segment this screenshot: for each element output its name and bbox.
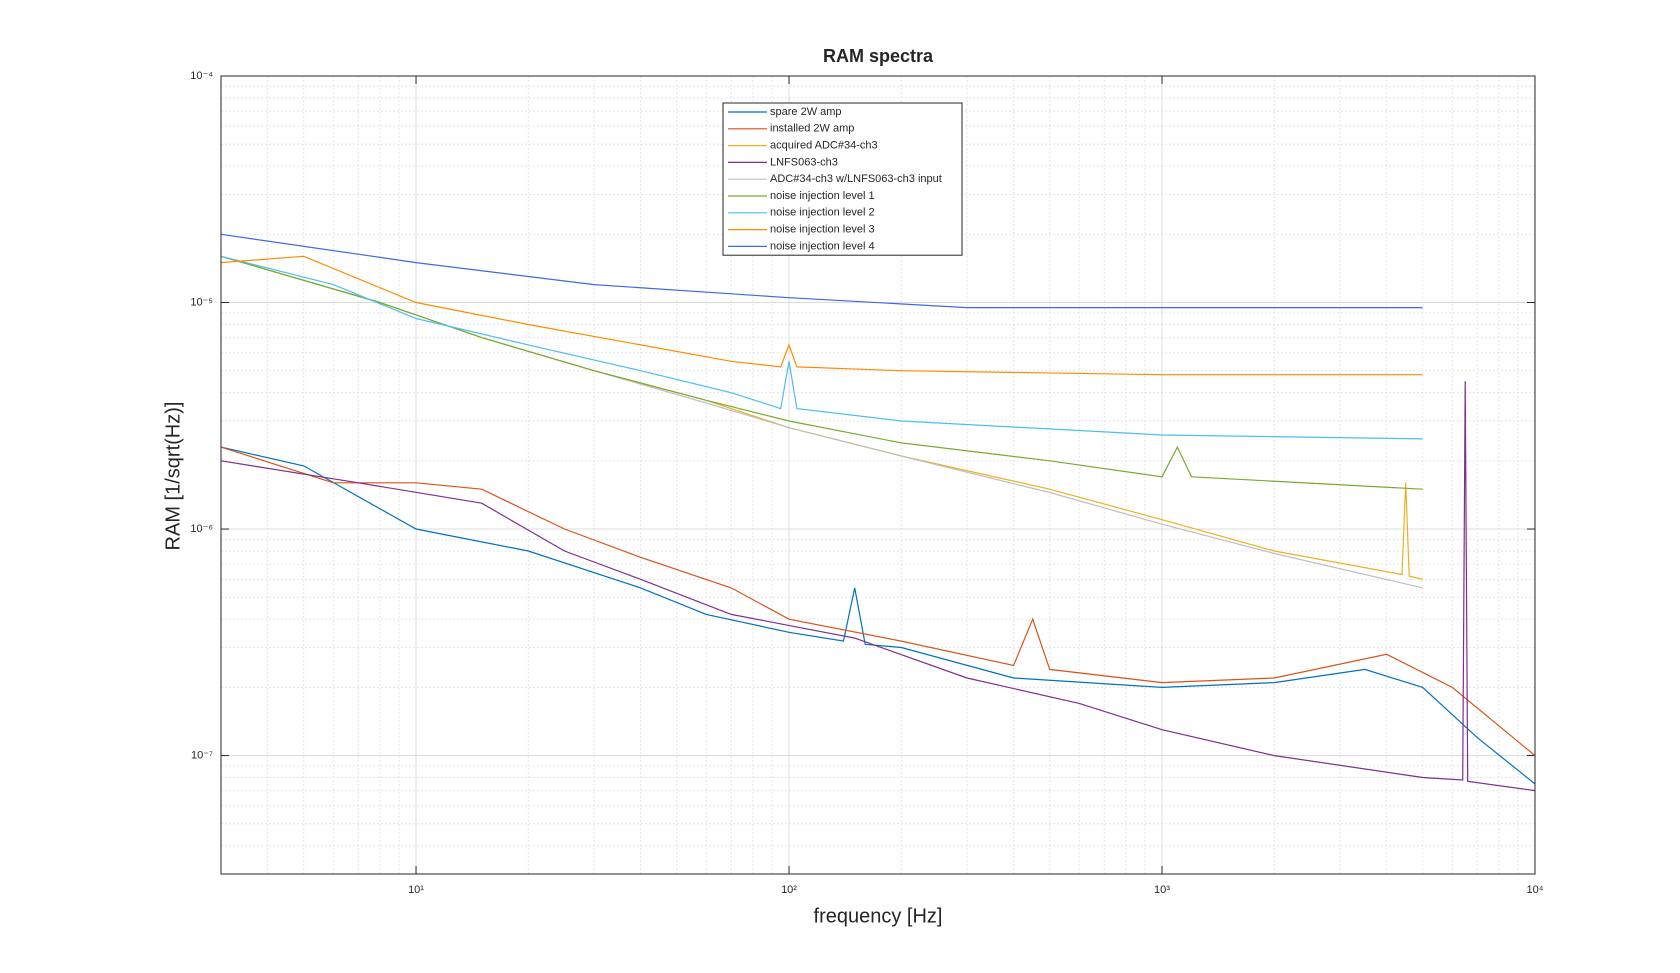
series-line xyxy=(220,381,1536,792)
y-tick-label: 10⁻⁵ xyxy=(190,296,213,308)
series-line xyxy=(220,255,1423,376)
series-line xyxy=(220,255,1423,440)
legend-label: noise injection level 4 xyxy=(770,240,875,252)
legend-label: noise injection level 3 xyxy=(770,224,875,236)
series-line xyxy=(220,255,1423,490)
y-tick-label: 10⁻⁷ xyxy=(191,749,213,761)
series-line xyxy=(220,233,1423,309)
legend-label: noise injection level 1 xyxy=(770,190,875,202)
legend-label: acquired ADC#34-ch3 xyxy=(770,140,878,152)
legend-label: LNFS063-ch3 xyxy=(770,156,838,168)
x-tick-label: 10² xyxy=(781,884,797,896)
plot-border xyxy=(220,75,1536,875)
y-tick-label: 10⁻⁶ xyxy=(190,523,213,535)
chart-title: RAM spectra xyxy=(823,46,934,66)
x-tick-label: 10¹ xyxy=(408,884,424,896)
legend-label: installed 2W amp xyxy=(770,123,854,135)
legend-label: noise injection level 2 xyxy=(770,207,875,219)
y-tick-label: 10⁻⁴ xyxy=(190,70,213,82)
series-line xyxy=(220,446,1536,785)
x-tick-label: 10⁴ xyxy=(1527,884,1544,896)
legend-label: spare 2W amp xyxy=(770,106,842,118)
series-line xyxy=(220,446,1536,757)
legend: spare 2W amp installed 2W amp acquired ADC… xyxy=(722,102,963,256)
x-axis-label: frequency [Hz] xyxy=(814,905,943,927)
legend-label: ADC#34-ch3 w/LNFS063-ch3 input xyxy=(770,173,942,185)
x-tick-label: 10³ xyxy=(1154,884,1170,896)
y-axis-label: RAM [1/sqrt(Hz)] xyxy=(162,402,184,551)
